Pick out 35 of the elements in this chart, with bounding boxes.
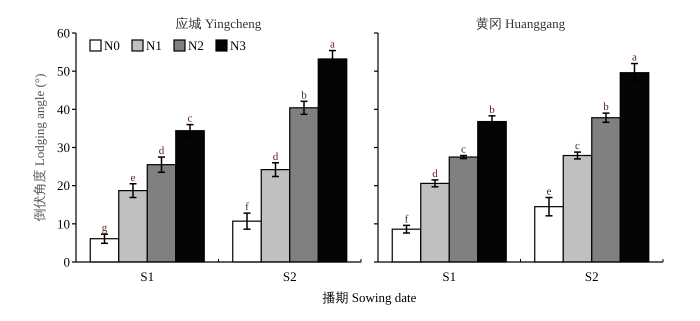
data-label: e [130,172,136,184]
chart-title: 应城 Yingcheng [176,16,262,31]
y-tick-label: 0 [64,254,70,270]
legend-label: N1 [146,38,162,53]
y-tick-label: 30 [57,140,70,155]
data-label: d [158,145,165,158]
y-tick-label: 40 [57,102,70,117]
y-axis-title: 倒伏角度 Lodging angle (°) [32,74,47,222]
data-label: e [546,186,552,198]
legend-label: N2 [188,38,204,53]
data-label: d [272,150,279,163]
data-label: c [188,112,193,125]
y-tick-label: 60 [57,26,70,40]
y-tick-label: 10 [57,216,70,232]
legend-label: N3 [230,38,246,53]
y-tick-label: 50 [57,64,70,79]
data-label: b [301,89,308,102]
data-label: f [404,213,409,226]
data-label: c [575,140,580,152]
data-label: d [432,168,438,180]
data-label: a [330,38,336,51]
y-tick-label: 20 [57,178,70,194]
data-label: g [102,222,108,234]
data-label: f [245,201,250,214]
x-tick-label: S1 [442,269,456,284]
data-label: b [603,101,610,114]
x-axis-title: 播期 Sowing date [322,290,417,305]
data-label: c [461,144,466,156]
data-label: a [632,52,638,64]
data-label: b [489,104,496,116]
x-tick-label: S2 [282,269,297,284]
chart-title: 黄冈 Huanggang [476,16,566,31]
legend-label: N0 [104,38,120,53]
x-tick-label: S2 [584,269,599,284]
x-tick-label: S1 [140,269,154,284]
